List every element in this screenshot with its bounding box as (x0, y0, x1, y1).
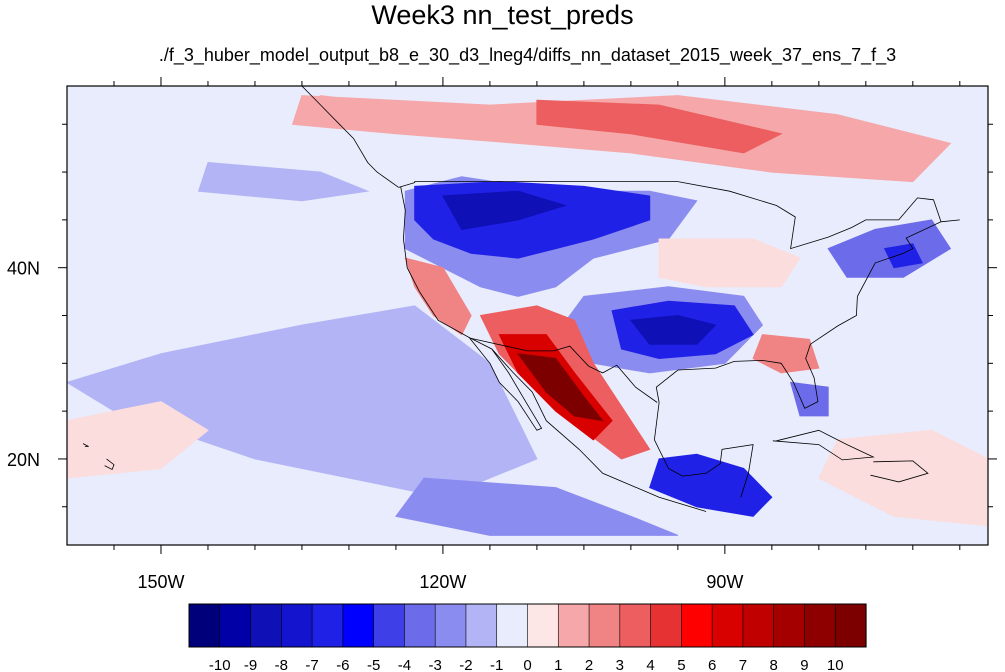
colorbar-label: 5 (677, 657, 685, 672)
colorbar-swatch (250, 603, 282, 648)
coastline-segment (655, 219, 960, 409)
field-region-pacific-cool-north (197, 161, 370, 202)
colorbar-label: 2 (585, 657, 593, 672)
field-region-southcentral-cold-core (629, 314, 717, 345)
coastlines (82, 86, 960, 512)
lat-tick-label: 40N (7, 259, 40, 279)
field-region-southwest-warm-core (517, 353, 604, 422)
colorbar-label: -2 (459, 657, 472, 672)
colorbar-label: -4 (398, 657, 411, 672)
colorbar-swatch (557, 603, 590, 648)
field-region-southeast-warm (752, 334, 820, 374)
field-region-gulf-mexico-cold (649, 453, 773, 517)
colorbar-label: -9 (244, 657, 257, 672)
colorbar-label: -8 (275, 657, 288, 672)
colorbar-swatch (711, 603, 744, 648)
colorbar-label: 1 (554, 657, 562, 672)
field-region-northeast-cold-core (883, 243, 923, 269)
colorbar-label: -3 (429, 657, 442, 672)
axis-ticks: 150W 120W 90W 40N 20N (7, 77, 997, 592)
colorbar-label: 10 (827, 657, 844, 672)
colorbar-swatch (373, 603, 406, 648)
colorbar-label: -5 (367, 657, 380, 672)
field-region-canada-warm-core (536, 99, 783, 154)
colorbar-swatch (281, 603, 313, 648)
field-region-pacific-cool-band (67, 305, 538, 498)
colorbar-label: -10 (209, 657, 231, 672)
colorbar-swatch (219, 603, 252, 648)
field-region-canada-warm (291, 95, 952, 183)
colorbar-swatch (527, 603, 559, 648)
field-region-caribbean-warm (818, 429, 988, 527)
colorbar-swatch (773, 603, 806, 648)
colorbar-label: 6 (708, 657, 716, 672)
field-region-alaska-warm (319, 94, 407, 135)
field-region-midwest-warm (658, 238, 801, 288)
colorbar-label: -6 (336, 657, 349, 672)
lon-tick-label: 90W (706, 572, 743, 592)
colorbar-label: 8 (770, 657, 778, 672)
colorbar-swatch (404, 603, 436, 648)
map-subtitle: ./f_3_huber_model_output_b8_e_30_d3_lneg… (158, 45, 897, 65)
coastline-segment (104, 458, 115, 471)
colorbar-label: -1 (490, 657, 503, 672)
colorbar-label: 9 (800, 657, 808, 672)
colorbar-swatch (465, 603, 498, 648)
colorbar-label: 0 (523, 657, 531, 672)
coastline-segment (398, 181, 942, 250)
coastline-segment (471, 338, 658, 403)
colorbar-frame (188, 603, 867, 648)
anomaly-field (67, 86, 988, 545)
coastline-segment (301, 86, 399, 188)
colorbar-swatch (834, 603, 867, 648)
colorbar-label: 7 (739, 657, 747, 672)
colorbar-swatch (619, 603, 652, 648)
field-region-california-warm (404, 257, 472, 336)
colorbar-swatch (588, 603, 621, 648)
colorbar-swatch (434, 603, 467, 648)
colorbar-swatch (804, 603, 836, 648)
coastline-segment (82, 443, 89, 447)
lon-tick-label: 150W (137, 572, 184, 592)
map-title: Week3 nn_test_preds (371, 0, 634, 30)
coastline-segment (772, 429, 875, 461)
coastline-segment (870, 460, 929, 483)
colorbar-swatch (342, 603, 375, 648)
colorbar-label: 3 (616, 657, 624, 672)
colorbar-swatch (681, 603, 713, 648)
field-region-northwest-cold-core (442, 190, 567, 230)
colorbar: -10 -9 -8 -7 -6 -5 -4 -3 -2 -1 0 1 2 3 4 5 6 7 8 9 10 (188, 603, 867, 672)
colorbar-swatch (742, 603, 775, 648)
field-region-mexico-pacific-cool (395, 477, 679, 536)
colorbar-swatch (650, 603, 682, 648)
lon-tick-label: 120W (419, 572, 466, 592)
colorbar-swatch (311, 603, 344, 648)
field-region-hawaii-warm (67, 401, 209, 479)
lat-tick-label: 20N (7, 450, 40, 470)
coastline-segment (468, 337, 543, 431)
coastline-segment (653, 402, 754, 498)
colorbar-label: -7 (305, 657, 318, 672)
colorbar-label: 4 (646, 657, 654, 672)
colorbar-swatch (188, 603, 221, 648)
colorbar-swatch (496, 603, 529, 648)
